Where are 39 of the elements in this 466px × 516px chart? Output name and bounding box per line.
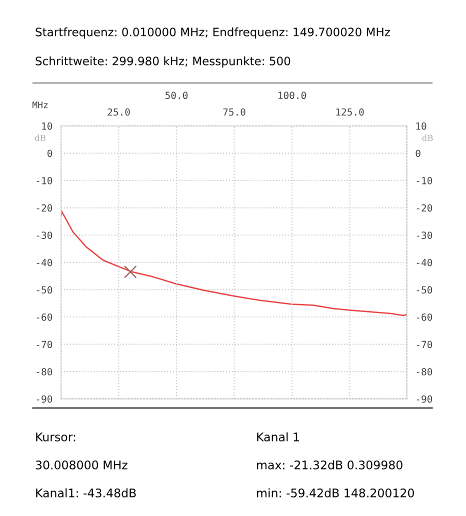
line-series xyxy=(61,210,407,316)
x-tick-label: 25.0 xyxy=(108,108,130,116)
y2-tick-label: -80 xyxy=(416,368,432,376)
chart-subtitle: Schrittweite: 299.980 kHz; Messpunkte: 500 xyxy=(36,56,290,68)
y-tick-label: -80 xyxy=(36,368,52,376)
y2-axis-title: dB xyxy=(422,134,433,142)
x2-tick-label: 50.0 xyxy=(165,92,188,100)
y-tick-label: -90 xyxy=(36,395,52,403)
text: Kanal 1 xyxy=(257,432,299,442)
y-tick-label: -50 xyxy=(36,286,52,294)
y2-tick-label: 10 xyxy=(416,122,426,130)
y2-tick-label: -40 xyxy=(416,258,432,266)
x-tick-label: 75.0 xyxy=(223,108,246,116)
y-tick-label: -30 xyxy=(36,232,52,239)
text: 30.008000 MHz xyxy=(36,460,128,470)
x-tick-label: 125.0 xyxy=(336,108,364,116)
y-tick-label: 0 xyxy=(47,150,52,158)
y-tick-label: -10 xyxy=(36,177,52,184)
y2-tick-label: 0 xyxy=(416,150,420,158)
y-tick-label: -60 xyxy=(36,313,52,321)
text: Kursor: xyxy=(36,432,76,442)
y2-tick-label: -20 xyxy=(416,204,432,212)
x-axis-title: MHz xyxy=(32,102,48,108)
y2-tick-label: -70 xyxy=(416,340,432,348)
y-tick-label: -40 xyxy=(36,258,52,266)
x2-tick-label: 100.0 xyxy=(278,92,306,100)
chart-title: Startfrequenz: 0.010000 MHz; Endfrequenz: 149.700020 MHz xyxy=(36,27,390,39)
text: Kanal1: -43.48dB xyxy=(36,488,136,498)
y2-tick-label: -60 xyxy=(416,313,432,321)
text: max: -21.32dB 0.309980 xyxy=(257,460,402,470)
y-axis-title: dB xyxy=(34,134,46,142)
y2-tick-label: -10 xyxy=(416,177,432,184)
text: min: -59.42dB 148.200120 xyxy=(257,488,414,498)
y2-tick-label: -30 xyxy=(416,232,432,239)
y-tick-label: -70 xyxy=(36,340,52,348)
y2-tick-label: -50 xyxy=(416,286,432,294)
y-tick-label: 10 xyxy=(42,122,52,130)
y-tick-label: -20 xyxy=(36,204,52,212)
y2-tick-label: -90 xyxy=(416,395,432,403)
